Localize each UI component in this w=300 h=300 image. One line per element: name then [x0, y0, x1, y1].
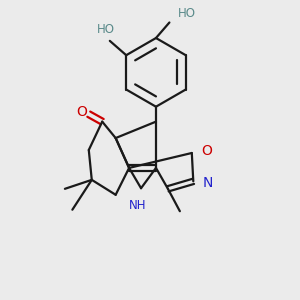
Text: HO: HO [178, 7, 196, 20]
Text: HO: HO [97, 23, 115, 36]
Text: N: N [202, 176, 213, 190]
Text: O: O [201, 145, 212, 158]
Text: NH: NH [129, 199, 147, 212]
Text: O: O [76, 105, 87, 119]
